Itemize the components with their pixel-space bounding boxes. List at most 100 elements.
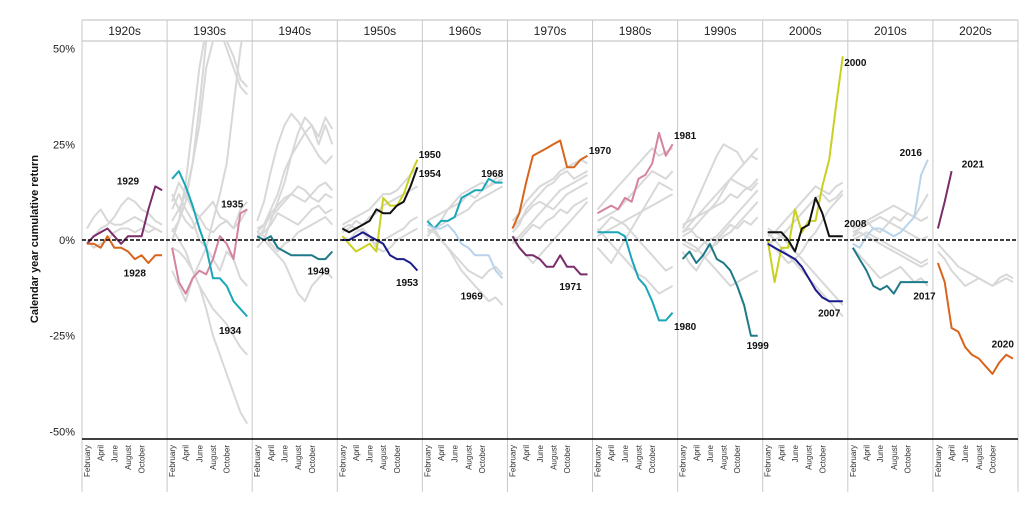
x-tick-label: June: [706, 444, 715, 462]
decade-label: 1990s: [704, 24, 737, 38]
background-year-line: [852, 204, 929, 230]
highlight-line-1981: [597, 131, 674, 215]
x-tick-label: February: [849, 445, 858, 477]
x-tick-label: April: [692, 445, 701, 461]
year-annotation-1928: 1928: [124, 269, 147, 280]
background-year-line: [426, 177, 503, 222]
x-tick-label: June: [195, 444, 204, 462]
panel-lines: [851, 159, 929, 295]
background-year-line: [256, 216, 334, 253]
year-annotation-1949: 1949: [307, 267, 330, 278]
decade-label: 1930s: [193, 24, 226, 38]
panel-lines: [341, 159, 419, 272]
x-tick-label: October: [648, 445, 657, 474]
panel-lines: [256, 112, 334, 303]
x-tick-label: August: [379, 444, 388, 470]
panel-lines: [681, 143, 759, 337]
background-year-line: [511, 181, 588, 230]
background-year-line: [852, 231, 929, 264]
background-year-line: [511, 158, 588, 222]
x-tick-label: October: [478, 445, 487, 474]
background-year-line: [256, 131, 334, 233]
x-tick-label: April: [267, 445, 276, 461]
highlight-line-2017: [851, 247, 928, 295]
background-year-line: [171, 193, 248, 234]
highlight-line-1970: [511, 139, 588, 229]
panel-lines: [936, 170, 1014, 375]
decade-label: 2000s: [789, 24, 822, 38]
background-year-line: [937, 250, 1014, 287]
highlight-line-1971: [511, 235, 588, 276]
decade-label: 2010s: [874, 24, 907, 38]
panel-lines: [596, 131, 674, 322]
year-annotation-1981: 1981: [674, 131, 697, 142]
x-tick-label: August: [124, 444, 133, 470]
year-annotation-2017: 2017: [913, 292, 936, 303]
panel-lines: [766, 56, 844, 318]
year-annotation-2008: 2008: [844, 219, 867, 230]
x-tick-label: June: [281, 444, 290, 462]
year-annotation-1969: 1969: [461, 292, 484, 303]
x-tick-label: February: [509, 445, 518, 477]
x-tick-label: August: [464, 444, 473, 470]
highlight-line-1969: [426, 223, 504, 279]
x-tick-label: October: [563, 445, 572, 474]
background-year-line: [256, 235, 334, 303]
year-annotation-1954: 1954: [419, 169, 442, 180]
panel-lines: [511, 139, 589, 276]
panel-lines: [86, 185, 163, 264]
year-annotation-1980: 1980: [674, 322, 697, 333]
x-tick-label: August: [549, 444, 558, 470]
background-year-line: [86, 227, 163, 249]
background-year-line: [256, 181, 334, 241]
year-annotation-1929: 1929: [117, 177, 140, 188]
x-tick-label: June: [621, 444, 630, 462]
background-year-line: [86, 208, 163, 234]
x-tick-label: April: [777, 445, 786, 461]
panel-lines: [171, 41, 249, 425]
background-year-line: [682, 147, 759, 238]
year-annotation-1999: 1999: [747, 341, 770, 352]
y-tick-label: -25%: [49, 331, 75, 343]
background-year-line: [341, 166, 419, 226]
background-year-line: [596, 147, 674, 211]
highlight-line-1934: [171, 170, 248, 318]
highlight-line-2021: [936, 170, 953, 229]
x-tick-label: August: [720, 444, 729, 470]
x-tick-label: June: [366, 444, 375, 462]
background-year-line: [852, 216, 929, 241]
background-year-line: [767, 227, 844, 306]
highlight-line-1950: [341, 159, 419, 253]
highlight-line-1928: [87, 235, 163, 264]
year-annotation-2000: 2000: [844, 58, 867, 69]
background-year-line: [256, 204, 333, 238]
x-tick-label: April: [948, 445, 957, 461]
x-tick-label: October: [138, 445, 147, 474]
x-tick-label: February: [423, 445, 432, 477]
x-tick-label: October: [989, 445, 998, 474]
background-year-line: [171, 246, 249, 425]
x-tick-label: October: [818, 445, 827, 474]
highlight-line-2007: [767, 242, 843, 303]
y-axis-label: Calendar year cumulative return: [29, 155, 41, 323]
x-tick-label: June: [876, 444, 885, 462]
year-annotation-1953: 1953: [396, 278, 419, 289]
x-tick-label: June: [961, 444, 970, 462]
background-year-line: [596, 181, 674, 264]
x-tick-label: February: [679, 445, 688, 477]
background-year-line: [512, 197, 588, 241]
background-year-line: [682, 178, 759, 226]
year-annotation-1971: 1971: [559, 282, 582, 293]
x-tick-label: October: [223, 445, 232, 474]
year-annotation-2016: 2016: [900, 148, 923, 159]
year-annotation-1950: 1950: [419, 150, 442, 161]
background-year-line: [937, 243, 1014, 287]
background-year-line: [511, 170, 588, 233]
decade-label: 1950s: [363, 24, 396, 38]
background-year-line: [171, 193, 248, 287]
highlight-line-2000: [766, 56, 844, 284]
year-annotation-1970: 1970: [589, 146, 612, 157]
x-tick-label: April: [522, 445, 531, 461]
background-year-line: [852, 231, 929, 268]
